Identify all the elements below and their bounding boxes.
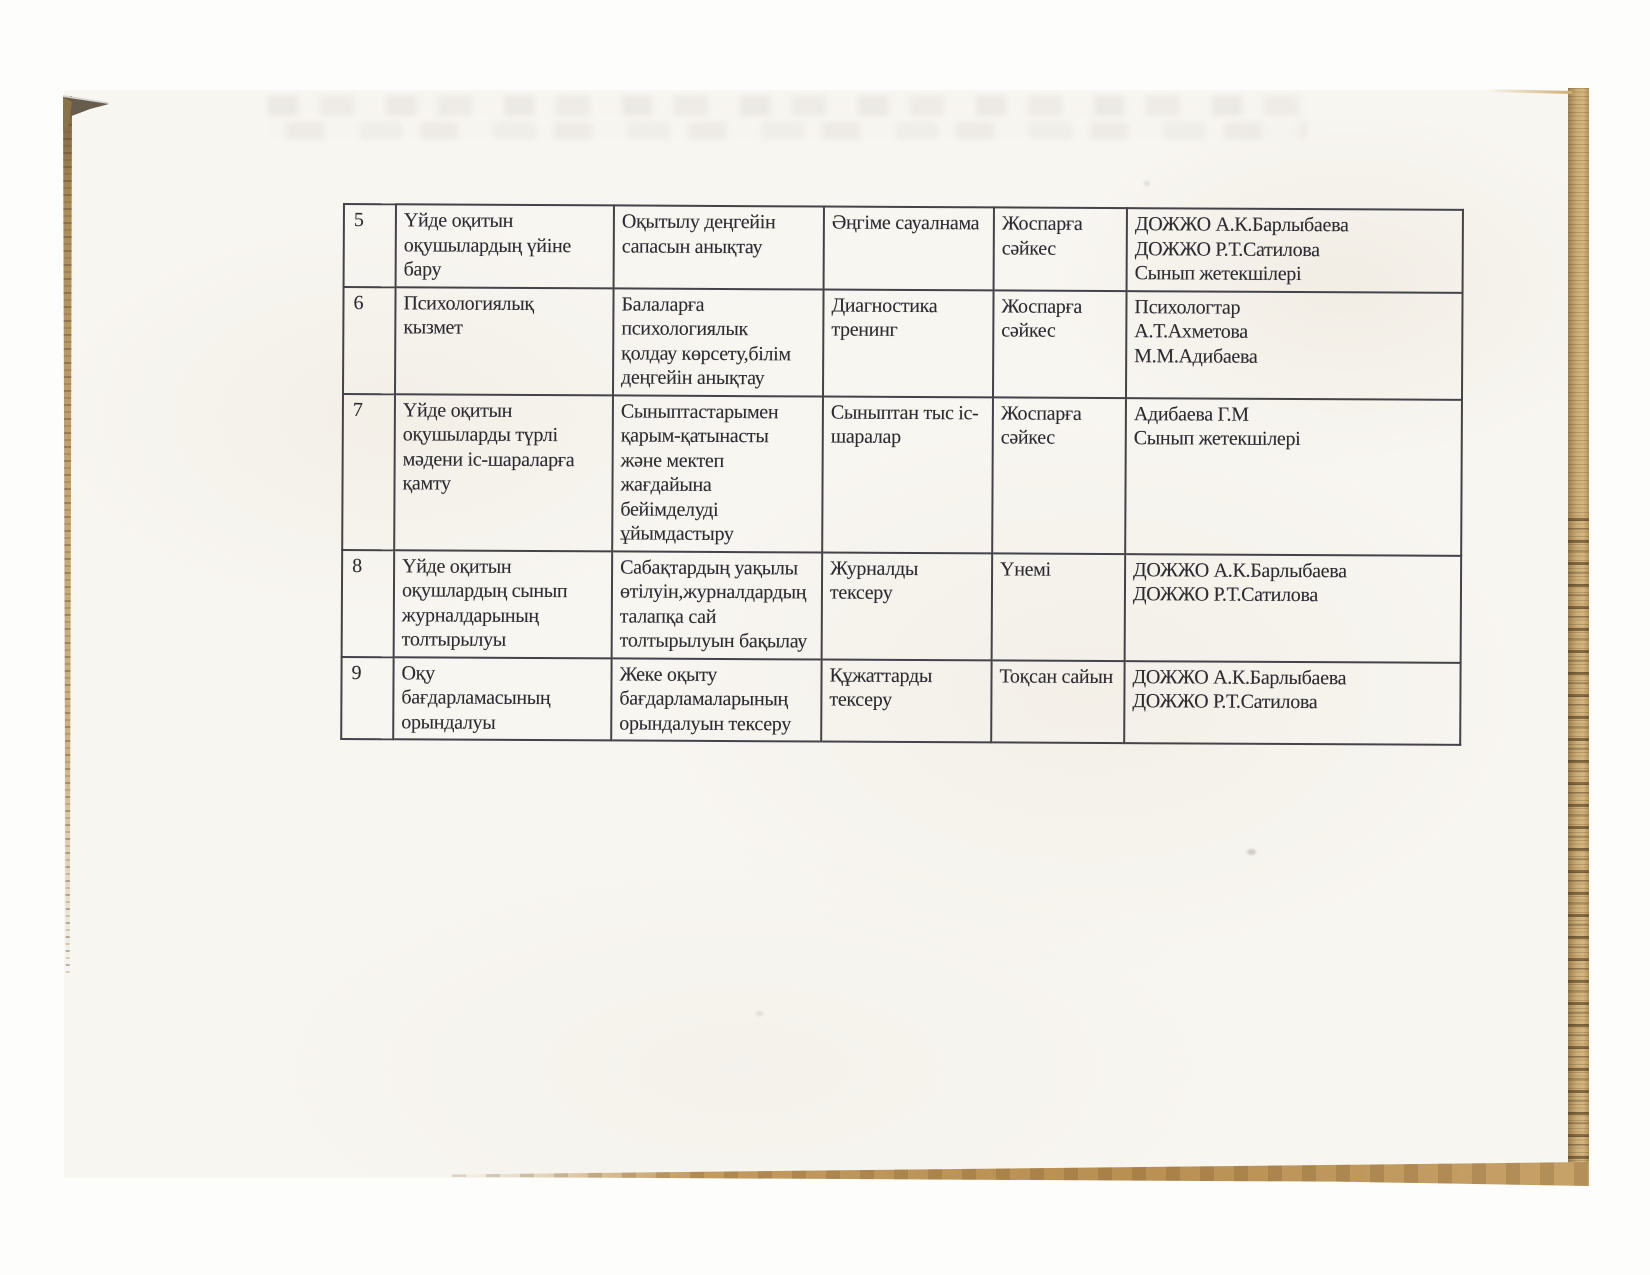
timing-cell: Тоқсан сайын (991, 659, 1125, 744)
table-row: 6 Психологиялық кызмет Балаларға психоло… (343, 286, 1463, 400)
timing-cell: Жоспарға сәйкес (992, 289, 1127, 398)
activity-cell: Үйде оқитын оқушлардың сынып журналдарын… (393, 549, 613, 658)
format-cell: Құжаттарды тексеру (821, 659, 992, 743)
book-right-edge (1568, 88, 1589, 1182)
row-number-cell: 7 (342, 393, 396, 550)
activity-cell: Үйде оқитын оқушыларды түрлі мәдени іс-ш… (394, 393, 613, 551)
page-left-edge (63, 96, 72, 976)
responsible-cell: Адибаева Г.М Сынып жетекшілері (1125, 397, 1462, 556)
responsible-cell: Психологтар А.Т.Ахметова М.М.Адибаева (1125, 290, 1463, 400)
purpose-cell: Жеке оқыту бағдарламаларының орындалуын … (611, 657, 822, 742)
page-corner-fold (63, 95, 109, 129)
format-cell: Диагностика тренинг (822, 289, 994, 397)
timing-cell: Үнемі (991, 552, 1126, 661)
table-row: 9 Оқу бағдарламасының орындалуы Жеке оқы… (341, 656, 1461, 745)
responsible-cell: ДОЖЖО А.К.Барлыбаева ДОЖЖО Р.Т.Сатилова (1124, 660, 1461, 745)
purpose-cell: Балаларға психологиялык қолдау көрсету,б… (612, 287, 824, 397)
row-number-cell: 6 (343, 286, 396, 394)
format-cell: Сыныптан тыс іс- шаралар (822, 396, 993, 553)
format-cell: Әңгіме сауалнама (823, 206, 994, 290)
table-row: 5 Үйде оқитын оқушылардың үйіне бару Оқы… (343, 204, 1463, 293)
purpose-cell: Сыныптастарымен қарым-қатынасты және мек… (612, 394, 823, 553)
row-number-cell: 8 (341, 549, 395, 657)
responsible-cell: ДОЖЖО А.К.Барлыбаева ДОЖЖО Р.Т.Сатилова … (1126, 208, 1463, 293)
activity-cell: Оқу бағдарламасының орындалуы (393, 656, 612, 741)
table-row: 8 Үйде оқитын оқушлардың сынып журналдар… (341, 549, 1462, 663)
paper-sheet (64, 90, 1571, 1178)
purpose-cell: Оқытылу деңгейін сапасын анықтау (613, 205, 824, 290)
format-cell: Журналды тексеру (821, 552, 993, 660)
timing-cell: Жоспарға сәйкес (993, 207, 1127, 291)
table-row: 7 Үйде оқитын оқушыларды түрлі мәдени іс… (342, 393, 1462, 556)
work-plan-table: 5 Үйде оқитын оқушылардың үйіне бару Оқы… (340, 203, 1464, 746)
purpose-cell: Сабақтардың уақылы өтілуін,журналдардың … (611, 550, 823, 660)
row-number-cell: 5 (343, 204, 396, 287)
timing-cell: Жоспарға сәйкес (992, 396, 1126, 554)
activity-cell: Үйде оқитын оқушылардың үйіне бару (395, 204, 614, 288)
responsible-cell: ДОЖЖО А.К.Барлыбаева ДОЖЖО Р.Т.Сатилова (1124, 553, 1462, 663)
page-stack-marks (1568, 518, 1589, 1182)
activity-cell: Психологиялық кызмет (395, 286, 614, 395)
row-number-cell: 9 (341, 656, 394, 740)
